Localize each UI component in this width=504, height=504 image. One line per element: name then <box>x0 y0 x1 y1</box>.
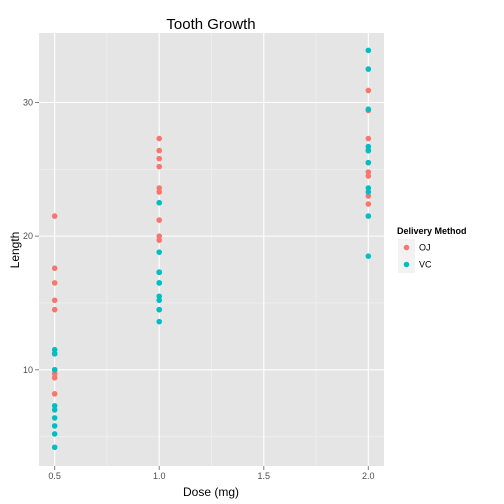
legend-title: Delivery Method <box>397 226 467 236</box>
data-point-vc <box>156 269 163 276</box>
data-point-vc <box>51 403 58 409</box>
data-point-oj <box>365 87 372 94</box>
data-point-vc <box>51 431 58 437</box>
data-point-vc <box>365 189 372 195</box>
x-tick-label: 1.0 <box>153 471 166 481</box>
data-point-vc <box>156 199 163 206</box>
y-tick-label: 10 <box>23 365 33 375</box>
data-point-oj <box>156 135 163 142</box>
chart-title: Tooth Growth <box>166 16 255 33</box>
legend: Delivery Method OJ VC <box>397 226 467 273</box>
data-point-oj <box>156 163 163 170</box>
data-point-oj <box>365 135 372 142</box>
data-point-vc <box>156 306 163 313</box>
data-point-oj <box>51 297 58 304</box>
legend-marker-vc <box>403 261 410 268</box>
data-point-vc <box>365 213 372 219</box>
data-point-vc <box>365 47 372 54</box>
data-point-oj <box>51 280 58 286</box>
data-point-vc <box>365 66 372 72</box>
data-point-oj <box>365 169 372 175</box>
data-point-oj <box>51 306 58 313</box>
data-point-oj <box>365 193 372 199</box>
x-tick-label: 0.5 <box>48 471 61 481</box>
data-point-oj <box>51 265 58 272</box>
y-tick-label: 20 <box>23 231 33 241</box>
y-tick-label: 30 <box>23 97 33 107</box>
data-point-vc <box>51 366 58 373</box>
data-point-vc <box>51 423 58 429</box>
data-point-vc <box>156 318 163 325</box>
data-point-vc <box>365 147 372 154</box>
data-point-vc <box>51 346 58 353</box>
legend-label-oj: OJ <box>419 243 431 253</box>
x-tick-label: 1.5 <box>258 471 271 481</box>
y-axis-title: Length <box>8 232 22 269</box>
data-point-oj <box>365 173 372 179</box>
data-point-vc <box>365 185 372 191</box>
data-points <box>51 47 372 451</box>
data-point-oj <box>51 391 58 397</box>
legend-label-vc: VC <box>419 260 432 270</box>
data-point-vc <box>156 280 163 286</box>
data-point-vc <box>156 249 163 255</box>
data-point-oj <box>365 201 372 207</box>
data-point-oj <box>156 217 163 223</box>
data-point-vc <box>51 407 58 413</box>
x-tick-label: 2.0 <box>362 471 375 481</box>
data-point-vc <box>156 293 163 300</box>
data-point-vc <box>365 106 372 112</box>
legend-marker-oj <box>403 244 410 251</box>
data-point-vc <box>51 350 58 357</box>
data-point-vc <box>51 415 58 421</box>
data-point-oj <box>51 213 58 219</box>
axis-ticks: 0.5 1.0 1.5 2.0 10 20 30 <box>23 97 375 481</box>
data-point-oj <box>51 370 58 377</box>
data-point-oj <box>156 185 163 191</box>
data-point-oj <box>156 233 163 239</box>
data-point-vc <box>365 253 372 259</box>
data-point-vc <box>51 444 58 451</box>
data-point-oj <box>51 374 58 381</box>
data-point-vc <box>156 297 163 304</box>
data-point-oj <box>156 155 163 162</box>
data-point-oj <box>156 237 163 243</box>
data-point-vc <box>365 143 372 150</box>
data-point-oj <box>156 147 163 154</box>
x-axis-title: Dose (mg) <box>183 485 239 499</box>
data-point-vc <box>365 159 372 166</box>
data-point-oj <box>156 189 163 195</box>
